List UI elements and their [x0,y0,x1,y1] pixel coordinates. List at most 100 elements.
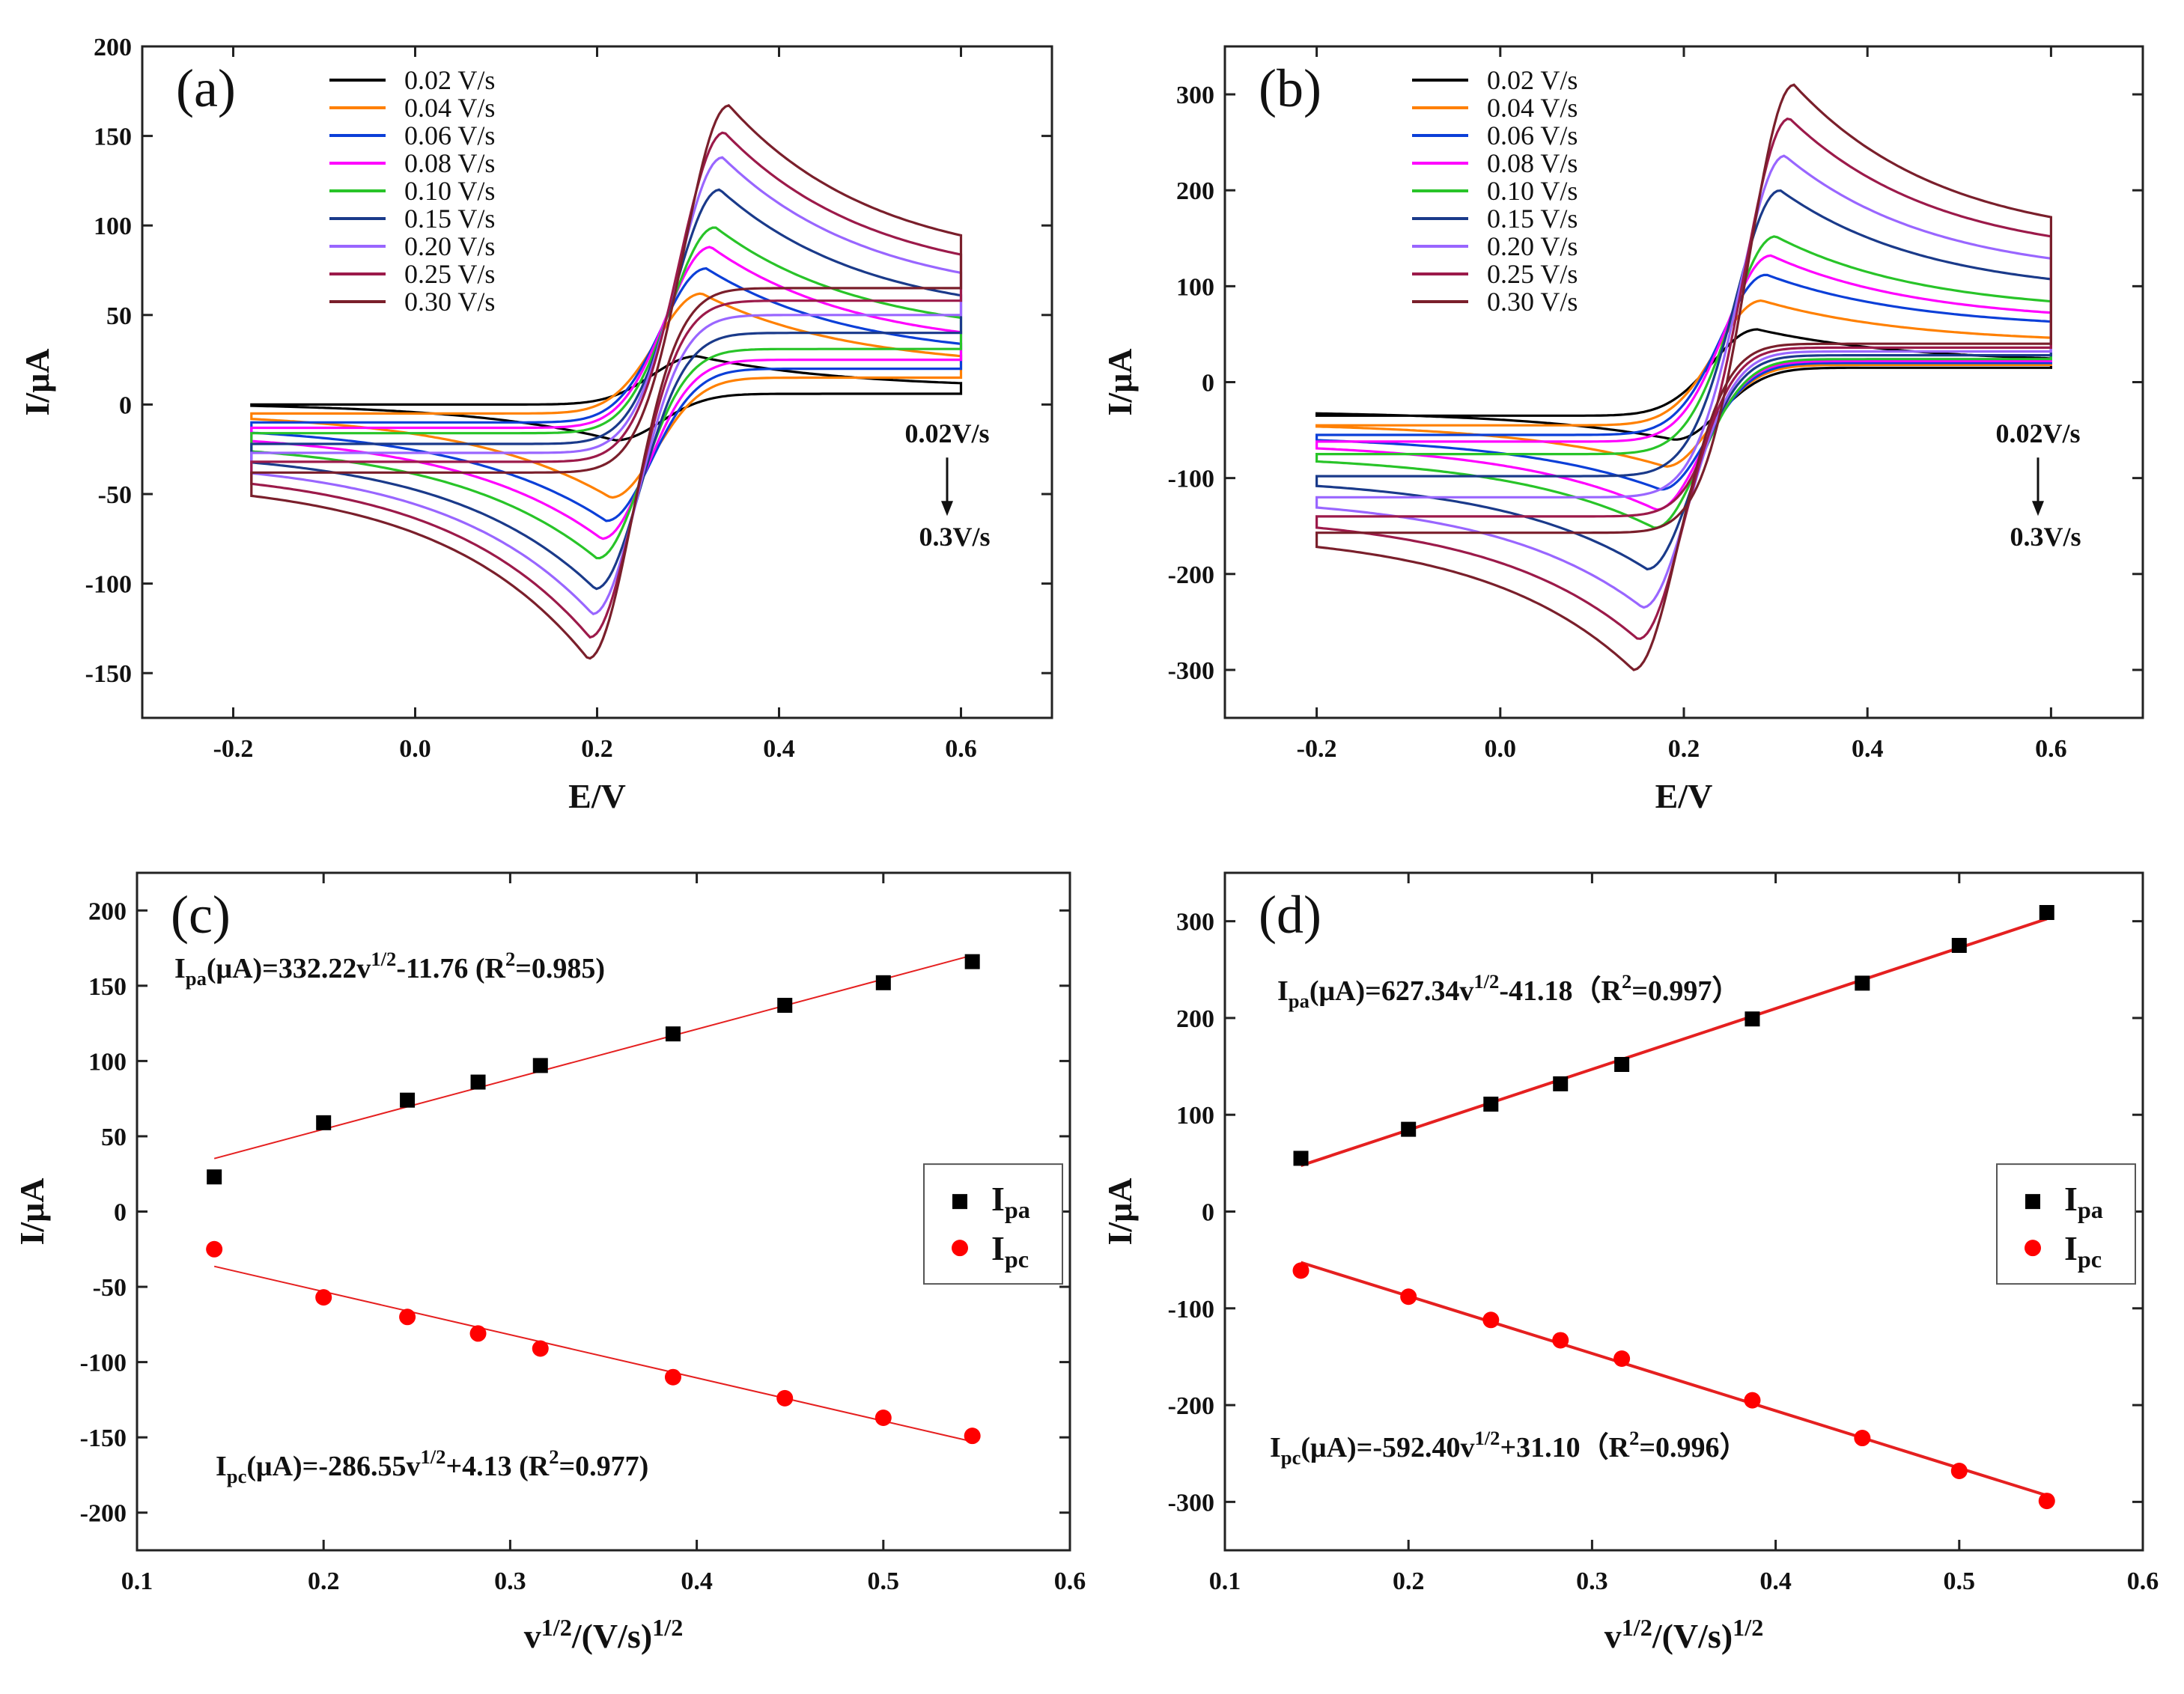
ipc-point-c-1 [315,1289,332,1306]
annotation-arrowhead-b [2032,501,2044,517]
legend-marker-ipc-c [952,1240,968,1257]
ipc-point-d-1 [1400,1288,1417,1305]
y-tick-label-b: -200 [1168,561,1214,589]
y-tick-label-b: 0 [1202,370,1214,397]
legend-label-a-7: 0.25 V/s [404,259,495,289]
ipc-point-c-5 [664,1368,681,1386]
legend-label-b-7: 0.25 V/s [1487,259,1578,289]
ipc-point-d-6 [1854,1430,1871,1447]
y-tick-label-a: 0 [119,391,132,419]
x-tick-label-b: 0.6 [2035,735,2067,763]
cv-curve-b-7 [1315,117,2052,640]
cv-curve-a-4 [250,226,963,560]
legend-label-a-6: 0.20 V/s [404,231,495,261]
cv-curve-a-1 [250,292,963,499]
legend-label-a-3: 0.08 V/s [404,148,495,178]
y-tick-label-c: 150 [88,973,127,1001]
panel-a: -0.2 0.0 0.2 0.4 0.6 -150 -100 -50 0 50 100 150 200 I… [18,34,1053,815]
ipa-point-d-8 [2039,905,2054,921]
annotation-to-b: 0.3V/s [2010,522,2081,552]
legend-label-b-3: 0.08 V/s [1487,148,1578,178]
panel-d: 0.1 0.2 0.3 0.4 0.5 0.6 -300 -200 -100 0 100 200 300… [1101,871,2159,1655]
y-tick-label-d: 300 [1176,909,1214,936]
legend-label-a-1: 0.04 V/s [404,93,495,123]
x-tick-label-a: 0.2 [581,735,613,763]
plot-frame-b [1223,45,2144,719]
legend-label-ipc-c: Ipc [991,1229,1029,1273]
ipa-point-d-1 [1401,1121,1417,1137]
ipa-point-c-1 [316,1115,332,1130]
fit-line-pa-c [213,954,973,1160]
ipc-point-d-8 [2038,1493,2055,1510]
x-axis-title-b: E/V [1655,777,1713,815]
ipa-point-c-4 [532,1058,548,1073]
x-tick-label-c: 0.2 [308,1567,340,1595]
legend-label-ipa-c: Ipa [991,1180,1030,1223]
legend-label-b-1: 0.04 V/s [1487,93,1578,123]
x-axis-title-d: v1/2/(V/s)1/2 [1604,1614,1764,1655]
x-tick-label-b: 0.4 [1852,735,1884,763]
cv-curve-a-8 [250,104,963,660]
cv-curve-a-6 [250,156,963,616]
annotation-from-b: 0.02V/s [1995,418,2080,448]
y-axis-title-d: I/μA [1101,1178,1139,1246]
y-tick-label-b: 200 [1176,177,1214,205]
y-tick-label-a: -50 [98,481,132,509]
annotation-arrowhead-a [941,501,953,517]
legend-label-b-0: 0.02 V/s [1487,65,1578,95]
cv-curve-a-0 [250,355,963,442]
y-tick-label-d: 100 [1176,1102,1214,1130]
equation-ipc-d: Ipc(μA)=-592.40v1/2+31.10（R2=0.996） [1270,1427,1748,1469]
y-tick-label-c: -150 [80,1425,127,1452]
x-tick-label-d: 0.6 [2127,1567,2159,1595]
ipc-point-c-7 [874,1410,892,1427]
equation-ipc-c: Ipc(μA)=-286.55v1/2+4.13 (R2=0.977) [216,1445,648,1487]
y-tick-label-c: 100 [88,1048,127,1076]
panel-c: 0.1 0.2 0.3 0.4 0.5 0.6 -200 -150 -100 -50 0 50 100 1… [13,871,1086,1655]
annotation-from-a: 0.02V/s [904,418,989,448]
cv-curve-b-3 [1315,254,2052,511]
ipa-point-c-7 [875,975,891,990]
x-tick-label-d: 0.2 [1393,1567,1425,1595]
ipc-point-c-8 [964,1428,981,1445]
equation-ipa-d: Ipa(μA)=627.34v1/2-41.18（R2=0.997） [1277,970,1740,1012]
ipc-point-d-4 [1613,1350,1631,1368]
y-tick-label-b: -300 [1168,657,1214,685]
y-tick-label-a: -150 [85,660,132,688]
ipc-point-d-2 [1482,1311,1500,1329]
y-axis-title-b: I/μA [1101,349,1139,416]
ipc-point-c-6 [776,1389,794,1407]
panel-label-c: (c) [171,885,231,945]
panel-label-a: (a) [176,58,236,118]
panel-label-b: (b) [1259,58,1321,118]
ipc-point-c-3 [469,1325,487,1342]
annotation-to-a: 0.3V/s [919,522,990,552]
legend-label-b-5: 0.15 V/s [1487,204,1578,234]
legend-label-a-4: 0.10 V/s [404,176,495,206]
cv-curve-b-0 [1315,328,2052,441]
ipa-point-c-2 [400,1092,416,1108]
x-tick-label-a: 0.6 [945,735,977,763]
y-tick-label-c: 200 [88,898,127,925]
y-tick-label-a: 200 [94,34,132,61]
ipc-point-d-3 [1552,1332,1569,1349]
ipa-point-d-3 [1553,1076,1569,1091]
x-tick-label-b: 0.0 [1485,735,1517,763]
y-tick-label-d: -200 [1168,1392,1214,1420]
legend-marker-ipa-c [952,1194,967,1210]
x-tick-label-b: 0.2 [1668,735,1700,763]
cv-curve-a-5 [250,188,963,591]
ipa-point-c-8 [964,954,980,969]
y-tick-label-a: 150 [94,124,132,151]
y-axis-title-c: I/μA [13,1178,51,1246]
ipa-point-d-6 [1855,975,1870,991]
ipa-point-c-6 [777,997,793,1013]
ipc-point-d-0 [1292,1262,1310,1279]
ipa-point-c-3 [470,1074,486,1090]
ipa-point-d-0 [1293,1151,1309,1166]
x-tick-label-d: 0.3 [1576,1567,1608,1595]
legend-box-d [1996,1163,2136,1285]
legend-label-ipa-d: Ipa [2064,1180,2103,1223]
y-tick-label-d: -300 [1168,1489,1214,1517]
x-tick-label-b: -0.2 [1297,735,1337,763]
